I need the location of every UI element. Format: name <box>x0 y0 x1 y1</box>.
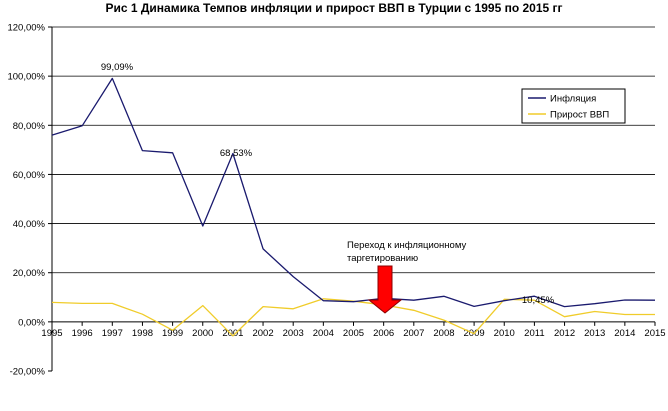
y-tick-label: 80,00% <box>13 121 46 132</box>
annotation-peak-1997: 99,09% <box>101 62 134 73</box>
annotations: 99,09% 68,53% 10,45% Переход к инфляцион… <box>101 62 555 314</box>
x-tick-label: 2002 <box>252 328 273 339</box>
x-tick-label: 2007 <box>403 328 424 339</box>
y-tick-label: 20,00% <box>13 268 46 279</box>
x-tick-label: 2001 <box>222 328 243 339</box>
legend-label-gdp-growth: Прирост ВВП <box>550 110 609 121</box>
x-axis-ticks: 1995 1996 1997 1998 1999 2000 2001 2002 2003 2004… <box>41 321 666 339</box>
annotation-transition-line2: таргетированию <box>347 253 418 264</box>
annotation-2011: 10,45% <box>522 295 555 306</box>
x-tick-label: 1995 <box>41 328 62 339</box>
x-tick-label: 2006 <box>373 328 394 339</box>
y-tick-label: 0,00% <box>18 317 45 328</box>
series-lines <box>51 77 656 337</box>
x-tick-label: 2003 <box>283 328 304 339</box>
transition-arrow <box>367 265 403 314</box>
gridlines <box>52 26 655 274</box>
y-tick-label: 120,00% <box>7 23 45 34</box>
x-tick-label: 2008 <box>433 328 454 339</box>
x-tick-label: 2000 <box>192 328 213 339</box>
legend-box <box>521 88 626 124</box>
x-tick-label: 2010 <box>494 328 515 339</box>
y-axis-ticks: -20,00% 0,00% 20,00% 40,00% 60,00% 80,00% 100,… <box>7 23 52 378</box>
y-tick-label: 60,00% <box>13 170 46 181</box>
x-tick-label: 2012 <box>554 328 575 339</box>
x-tick-label: 1997 <box>102 328 123 339</box>
chart-title: Рис 1 Динамика Темпов инфляции и прирост… <box>105 1 562 15</box>
x-tick-label: 2013 <box>584 328 605 339</box>
y-tick-label: -20,00% <box>10 367 46 378</box>
x-tick-label: 2004 <box>313 328 334 339</box>
axes <box>51 27 655 371</box>
legend-label-inflation: Инфляция <box>550 94 596 105</box>
legend: Инфляция Прирост ВВП <box>521 88 626 124</box>
x-tick-label: 2014 <box>614 328 635 339</box>
x-tick-label: 2015 <box>644 328 665 339</box>
x-tick-label: 1998 <box>132 328 153 339</box>
annotation-peak-2001: 68,53% <box>220 148 253 159</box>
y-tick-label: 100,00% <box>7 72 45 83</box>
x-tick-label: 1996 <box>72 328 93 339</box>
x-tick-label: 2011 <box>524 328 544 339</box>
x-tick-label: 2005 <box>343 328 364 339</box>
series-line-inflation <box>51 77 656 308</box>
annotation-transition-line1: Переход к инфляционному <box>347 240 466 251</box>
x-tick-label: 1999 <box>162 328 183 339</box>
y-tick-label: 40,00% <box>13 219 46 230</box>
